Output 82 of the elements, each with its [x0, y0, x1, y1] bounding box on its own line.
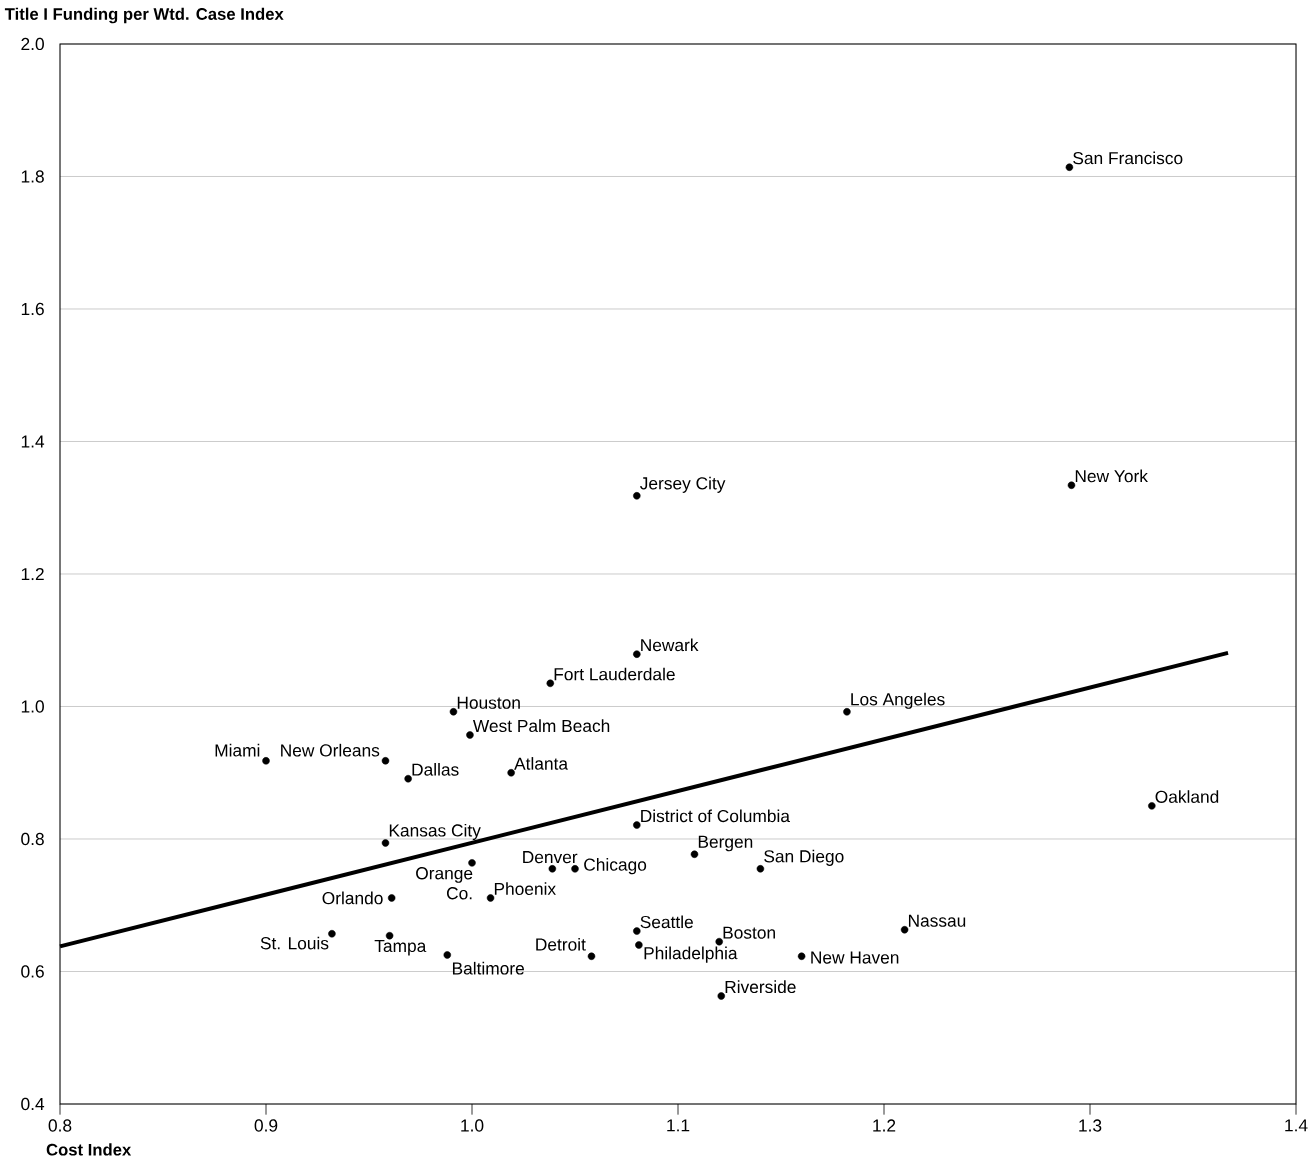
x-tick-label: 1.0 [461, 1119, 484, 1132]
point [449, 708, 458, 716]
annotation: District of Columbia [641, 809, 790, 823]
annotation: Orange Co. [416, 867, 473, 900]
annotation: Nassau [908, 914, 966, 927]
point [262, 757, 270, 765]
annotation: Philadelphia [644, 946, 738, 963]
annotation: Newark [641, 638, 699, 652]
point [900, 926, 909, 934]
point [1067, 481, 1076, 489]
annotation: Orlando [322, 891, 383, 905]
annotation: St. Louis [260, 936, 329, 950]
point [715, 937, 723, 946]
point [797, 952, 806, 960]
point [690, 850, 699, 858]
y-tick-label: 0.8 [21, 832, 44, 846]
y-tick-label: 1.6 [21, 302, 44, 316]
annotation: Jersey City [640, 476, 726, 493]
annotation: Chicago [584, 858, 647, 875]
point [1065, 163, 1074, 171]
y-tick-label: 2.0 [21, 37, 44, 51]
annotation: Oakland [1155, 790, 1219, 803]
y-axis-title: Title I Funding per Wtd. Case Index [4, 7, 284, 24]
point [633, 821, 641, 829]
point [717, 992, 726, 1000]
annotation: Fort Lauderdale [554, 667, 675, 681]
annotation: New Haven [811, 951, 899, 964]
point [635, 941, 643, 949]
x-axis-title: Cost Index [46, 1143, 132, 1156]
annotation: Boston [723, 926, 775, 939]
point [466, 731, 474, 739]
annotation: Phoenix [494, 882, 556, 896]
annotation: West Palm Beach [472, 719, 610, 733]
point [387, 894, 396, 902]
x-tick-label: 1.3 [1079, 1119, 1102, 1132]
point [507, 769, 515, 777]
annotation: San Francisco [1073, 151, 1183, 165]
point [546, 679, 555, 688]
x-tick-label: 1.4 [1285, 1119, 1308, 1132]
point [486, 894, 495, 902]
x-tick-label: 0.9 [254, 1119, 278, 1132]
point [633, 927, 641, 935]
point [633, 492, 641, 500]
point [381, 839, 390, 847]
x-tick-label: 0.8 [48, 1119, 72, 1132]
x-tick-label: 1.2 [873, 1119, 896, 1132]
annotation: Tampa [374, 940, 427, 956]
y-tick-label: 1.8 [21, 170, 44, 183]
point [571, 865, 579, 873]
y-tick-label: 0.6 [21, 965, 44, 978]
annotation: Los Angeles [851, 692, 945, 709]
annotation: Baltimore [452, 961, 524, 975]
annotation: Bergen [698, 835, 753, 852]
point [385, 931, 394, 940]
annotation: Miami [215, 743, 260, 757]
annotation: New Orleans [281, 743, 380, 757]
point [443, 951, 452, 959]
y-tick-label: 1.2 [21, 567, 44, 581]
point [633, 650, 641, 658]
point [1148, 802, 1156, 810]
point [587, 952, 596, 960]
y-tick-label: 1.4 [21, 435, 45, 448]
annotation: Dallas [412, 763, 459, 776]
annotation: Detroit [536, 937, 586, 951]
point [381, 757, 390, 765]
annotation: San Diego [764, 849, 844, 866]
point [843, 708, 851, 716]
point [328, 930, 336, 938]
annotation: New York [1075, 469, 1148, 483]
annotation: Kansas City [389, 823, 481, 841]
annotation: Atlanta [514, 757, 569, 770]
y-tick-label: 0.4 [21, 1097, 45, 1111]
point [548, 865, 557, 873]
point [404, 774, 412, 783]
annotation: Riverside [725, 980, 796, 994]
annotation: Seattle [640, 915, 693, 929]
y-tick-label: 1.0 [21, 700, 44, 713]
point [468, 859, 476, 867]
annotation: Denver [523, 851, 578, 864]
annotation: Houston [457, 696, 520, 709]
point [756, 865, 765, 873]
x-tick-label: 1.1 [667, 1119, 690, 1132]
